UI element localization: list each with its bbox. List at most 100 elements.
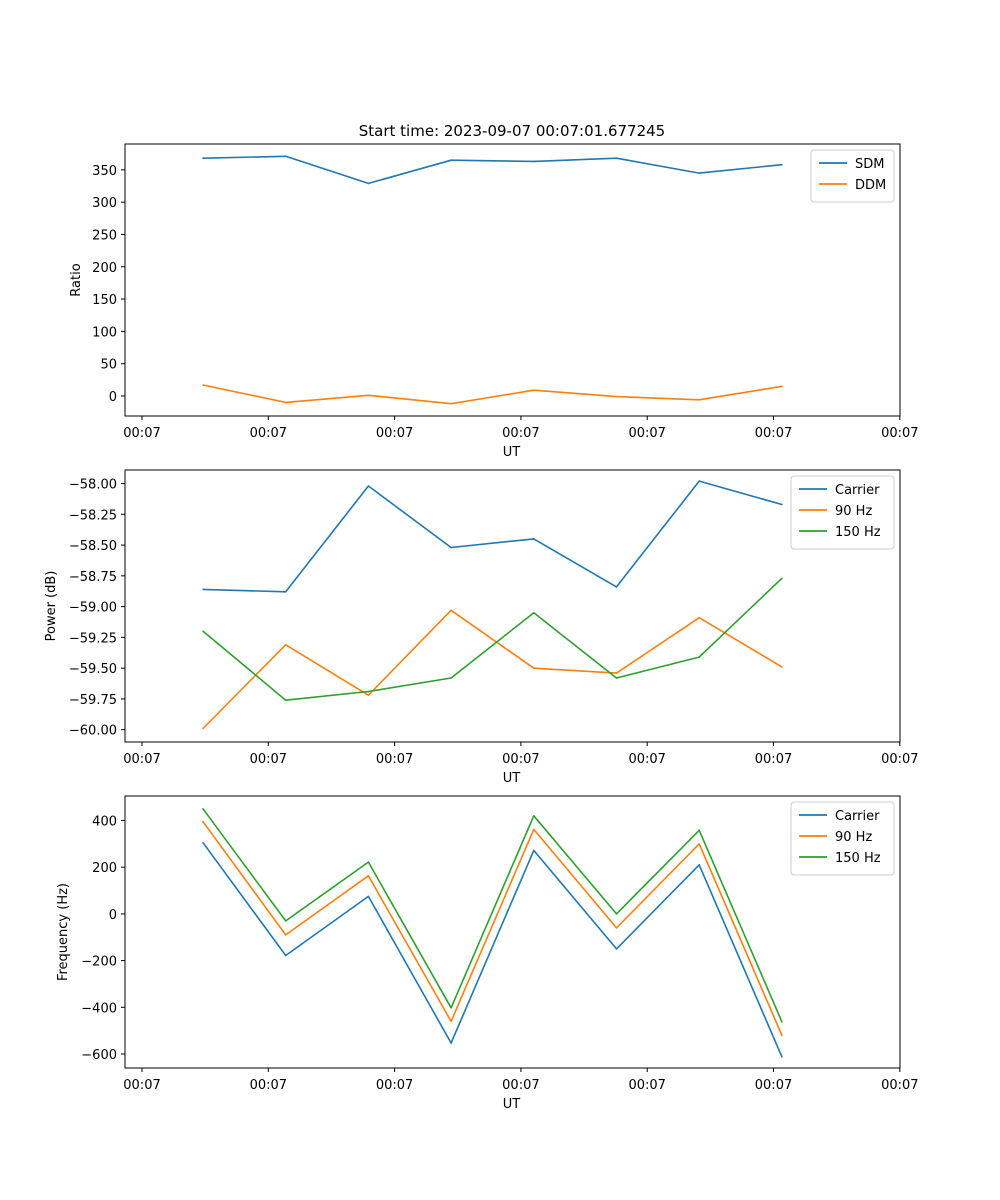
data-point bbox=[284, 155, 287, 158]
data-point bbox=[450, 1020, 452, 1023]
data-point bbox=[284, 699, 287, 701]
data-point bbox=[450, 1006, 452, 1009]
y-axis-label: Power (dB) bbox=[44, 571, 59, 642]
data-point bbox=[615, 677, 618, 679]
data-point bbox=[781, 1020, 783, 1023]
data-point bbox=[698, 656, 700, 658]
data-point bbox=[615, 395, 618, 398]
y-tick-label: 0 bbox=[109, 390, 117, 405]
y-tick-label: −59.00 bbox=[69, 601, 117, 616]
y-axis-label: Frequency (Hz) bbox=[56, 883, 71, 981]
data-point bbox=[367, 182, 370, 185]
chart-panel-2: −60.00 −59.75 −59.50 −59.25 −59.00 −58.75 −58.… bbox=[44, 469, 919, 786]
data-point bbox=[781, 1034, 783, 1037]
data-point bbox=[450, 546, 452, 549]
y-tick-label: −58.75 bbox=[69, 570, 117, 585]
y-tick-label: 200 bbox=[92, 261, 117, 276]
data-point bbox=[450, 402, 452, 405]
data-point bbox=[533, 667, 535, 669]
y-tick-label: −400 bbox=[81, 1001, 117, 1016]
y-tick-label: −58.50 bbox=[69, 539, 117, 554]
data-point bbox=[533, 389, 535, 391]
data-point bbox=[450, 609, 452, 612]
series-line-carrier bbox=[202, 480, 783, 593]
y-tick-label: 0 bbox=[109, 908, 117, 923]
y-tick-label: 400 bbox=[92, 815, 117, 830]
data-point bbox=[202, 630, 204, 633]
data-point bbox=[367, 694, 370, 697]
series-line-150-hz bbox=[202, 577, 783, 702]
data-point bbox=[284, 934, 287, 936]
data-point bbox=[615, 913, 618, 915]
y-tick-label: 100 bbox=[92, 325, 117, 340]
x-tick-label: 00:07 bbox=[755, 426, 792, 441]
data-point bbox=[450, 677, 452, 679]
chart-panel-3: −600 −400 −200 0 200 400 00:07 00:07 00:07 00:07 0… bbox=[56, 795, 919, 1112]
x-tick-label: 00:07 bbox=[250, 752, 287, 767]
data-point bbox=[367, 485, 370, 487]
legend: SDM DDM bbox=[810, 149, 895, 203]
series-line-carrier bbox=[202, 842, 783, 1058]
legend-label: 90 Hz bbox=[835, 504, 872, 519]
legend-label: 150 Hz bbox=[835, 525, 881, 540]
data-point bbox=[202, 820, 204, 823]
data-point bbox=[615, 948, 618, 950]
data-point bbox=[615, 586, 618, 588]
data-point bbox=[202, 384, 204, 386]
x-tick-label: 00:07 bbox=[628, 752, 665, 767]
x-tick-label: 00:07 bbox=[123, 752, 160, 767]
x-tick-label: 00:07 bbox=[628, 426, 665, 441]
y-tick-label: −58.25 bbox=[69, 508, 117, 523]
data-point bbox=[367, 875, 370, 877]
y-axis-label: Ratio bbox=[69, 263, 84, 296]
data-point bbox=[450, 159, 452, 161]
data-point bbox=[781, 666, 783, 668]
x-tick-label: 00:07 bbox=[881, 426, 918, 441]
legend-label: Carrier bbox=[835, 483, 880, 498]
legend-label: DDM bbox=[855, 178, 886, 193]
x-tick-label: 00:07 bbox=[376, 1078, 413, 1093]
x-tick-label: 00:07 bbox=[123, 1078, 160, 1093]
y-tick-label: 150 bbox=[92, 293, 117, 308]
data-point bbox=[533, 611, 535, 614]
series-line-150-hz bbox=[202, 808, 783, 1023]
data-point bbox=[367, 861, 370, 863]
x-tick-label: 00:07 bbox=[502, 426, 539, 441]
legend-label: 90 Hz bbox=[835, 830, 872, 845]
x-tick-label: 00:07 bbox=[755, 752, 792, 767]
plot-frame bbox=[124, 795, 901, 1069]
data-point bbox=[202, 157, 204, 160]
y-tick-label: −59.75 bbox=[69, 693, 117, 708]
plot-frame bbox=[124, 469, 901, 743]
data-point bbox=[698, 829, 700, 832]
y-tick-label: −59.50 bbox=[69, 662, 117, 677]
x-axis-label: UT bbox=[503, 1097, 521, 1112]
data-point bbox=[450, 1042, 452, 1044]
x-tick-label: 00:07 bbox=[881, 1078, 918, 1093]
data-point bbox=[698, 864, 700, 866]
data-point bbox=[284, 920, 287, 922]
data-point bbox=[367, 394, 370, 397]
data-point bbox=[781, 577, 783, 580]
data-point bbox=[781, 1055, 783, 1058]
x-tick-label: 00:07 bbox=[502, 752, 539, 767]
data-point bbox=[367, 895, 370, 898]
y-tick-label: −58.00 bbox=[69, 478, 117, 493]
chart-panel-1: 0 50 100 150 200 250 300 350 00:07 00:07 00:07 00:0… bbox=[69, 143, 919, 460]
x-tick-label: 00:07 bbox=[250, 1078, 287, 1093]
data-point bbox=[367, 690, 370, 693]
data-point bbox=[284, 401, 287, 404]
series-line-90-hz bbox=[202, 821, 783, 1036]
plot-frame bbox=[124, 143, 901, 417]
data-point bbox=[698, 399, 700, 401]
y-tick-label: 300 bbox=[92, 196, 117, 211]
x-tick-label: 00:07 bbox=[123, 426, 160, 441]
x-axis-label: UT bbox=[503, 445, 521, 460]
data-point bbox=[781, 503, 783, 506]
data-point bbox=[202, 808, 204, 810]
data-point bbox=[698, 480, 700, 482]
legend-label: 150 Hz bbox=[835, 851, 881, 866]
data-point bbox=[533, 828, 535, 831]
figure-title: Start time: 2023-09-07 00:07:01.677245 bbox=[359, 122, 665, 140]
